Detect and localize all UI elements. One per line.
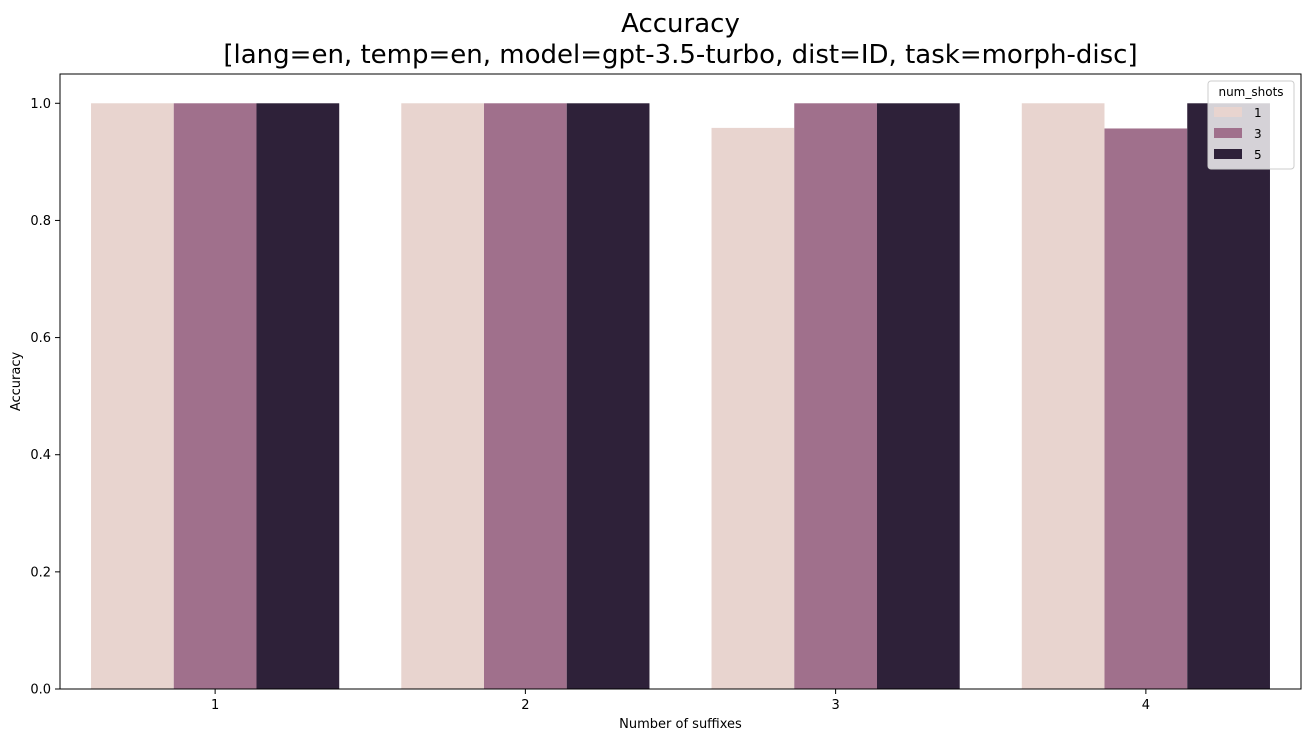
legend-label-1: 1 — [1254, 106, 1262, 120]
legend-box — [1207, 80, 1295, 170]
bar-4-series-1 — [1021, 103, 1105, 690]
bar-1-series-3 — [173, 103, 257, 690]
chart-title: Accuracy — [621, 9, 740, 39]
bar-4-series-3 — [1104, 128, 1188, 689]
x-tick-label: 4 — [1142, 698, 1150, 713]
y-axis-label: Accuracy — [9, 352, 24, 412]
y-tick-label: 0.2 — [30, 565, 51, 580]
x-axis-label: Number of suffixes — [619, 717, 742, 732]
x-tick-label: 1 — [211, 698, 219, 713]
y-tick-label: 0.6 — [30, 331, 51, 346]
y-tick-label: 0.8 — [30, 214, 51, 229]
bar-1-series-5 — [256, 103, 340, 690]
bar-2-series-3 — [484, 103, 567, 690]
legend-label-3: 3 — [1254, 127, 1262, 141]
legend-title: num_shots — [1218, 85, 1283, 99]
x-tick-label: 2 — [521, 698, 529, 713]
legend-swatch-5 — [1214, 149, 1242, 159]
bar-4-series-5 — [1187, 103, 1270, 690]
bar-2-series-1 — [401, 103, 485, 690]
y-tick-label: 1.0 — [30, 97, 51, 112]
bar-3-series-3 — [794, 103, 877, 690]
bar-3-series-1 — [711, 127, 795, 689]
plot-frame — [59, 73, 1302, 690]
legend-label-5: 5 — [1254, 148, 1262, 162]
chart-subtitle: [lang=en, temp=en, model=gpt-3.5-turbo, … — [223, 40, 1137, 70]
bar-3-series-5 — [876, 103, 960, 690]
y-tick-label: 0.0 — [30, 683, 51, 698]
bar-2-series-5 — [566, 103, 650, 690]
y-axis: 0.0 0.2 0.4 0.6 0.8 1.0 — [30, 97, 60, 698]
x-tick-label: 3 — [831, 698, 839, 713]
bar-1-series-1 — [91, 103, 174, 690]
legend-swatch-1 — [1214, 107, 1242, 117]
bars-group — [91, 103, 1270, 690]
legend-swatch-3 — [1214, 128, 1242, 138]
x-axis: 1 2 3 4 — [211, 689, 1150, 713]
y-tick-label: 0.4 — [30, 448, 51, 463]
legend: num_shots 1 3 5 — [1207, 80, 1295, 170]
